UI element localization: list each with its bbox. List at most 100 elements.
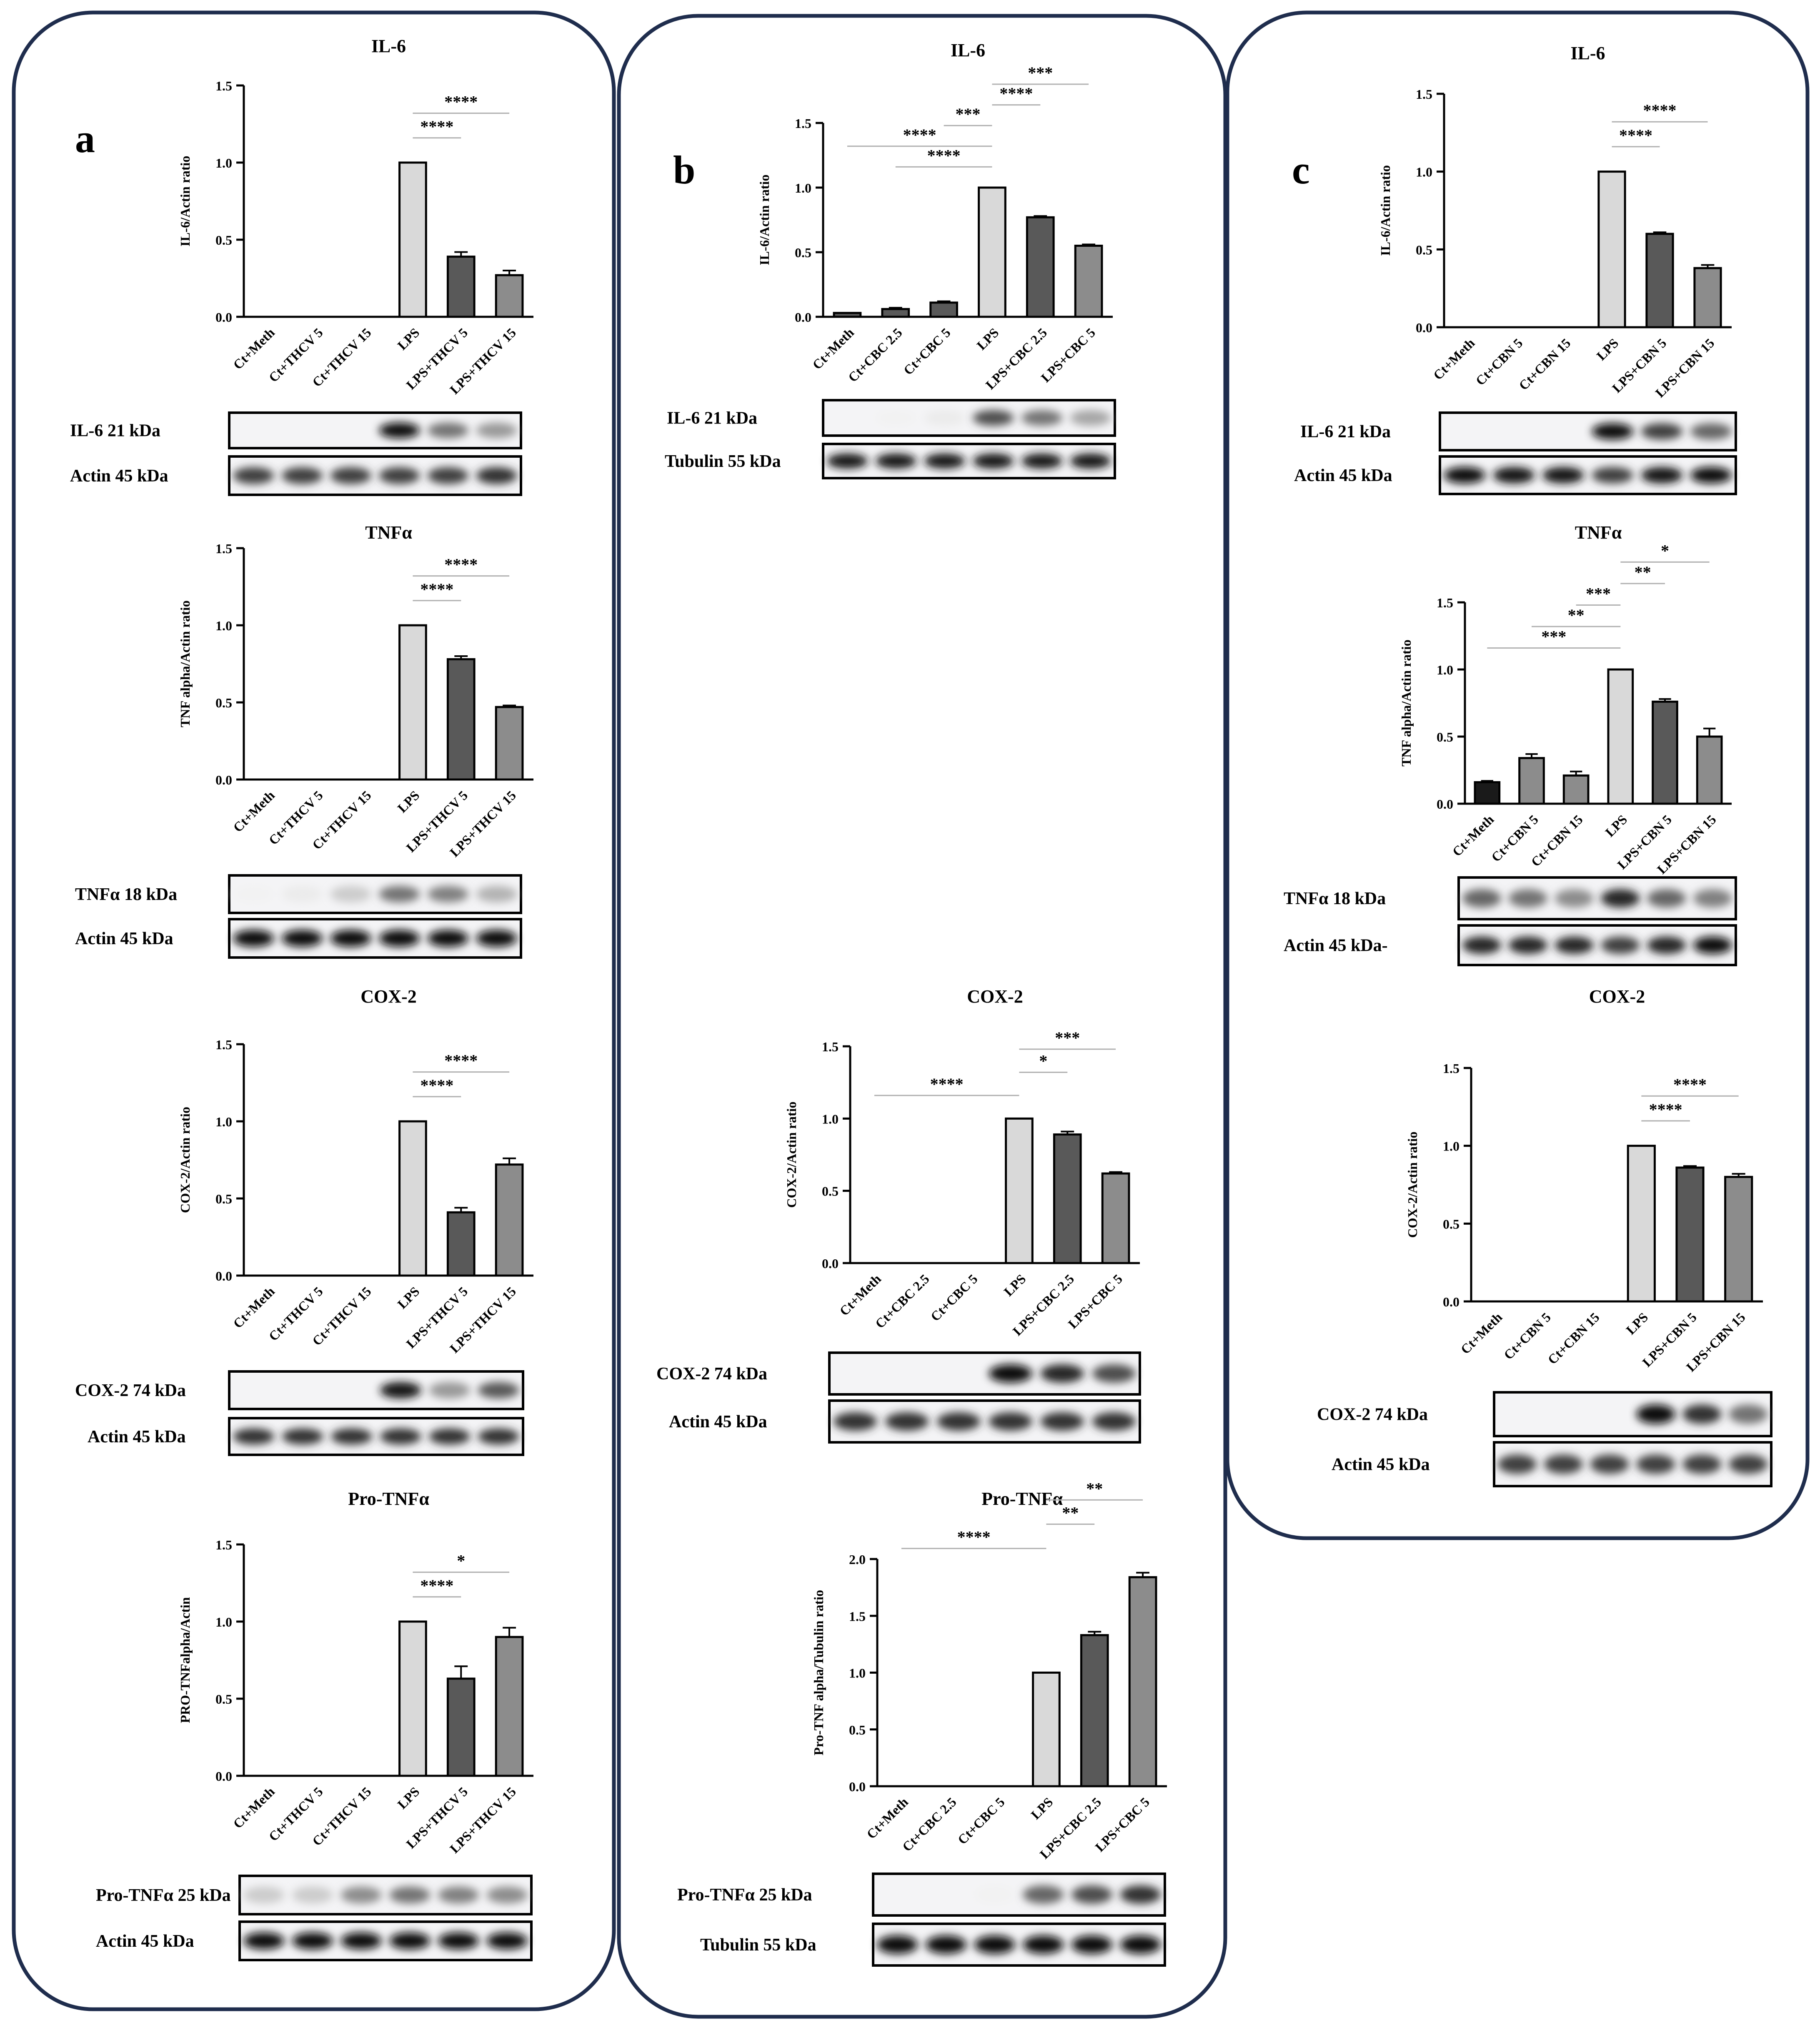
bar bbox=[909, 1262, 936, 1263]
blot-band bbox=[1070, 453, 1111, 469]
blot-label: IL-6 21 kDa bbox=[1300, 422, 1391, 441]
blot-label: COX-2 74 kDa bbox=[656, 1364, 767, 1384]
blot-c_tnf_actin: Actin 45 kDa- bbox=[1284, 924, 1737, 966]
x-tick-label: Ct+CBC 5 bbox=[901, 325, 954, 378]
significance-label: *** bbox=[1028, 63, 1053, 82]
bar bbox=[1696, 735, 1723, 805]
y-tick-label: 0.0 bbox=[822, 1256, 839, 1271]
significance-label: **** bbox=[1643, 101, 1677, 120]
blot-band bbox=[1555, 889, 1594, 907]
significance-label: **** bbox=[444, 1051, 478, 1070]
blot-band bbox=[1693, 936, 1732, 954]
x-tick-label: Ct+Meth bbox=[809, 325, 857, 372]
bar bbox=[1607, 668, 1634, 805]
bar bbox=[446, 658, 476, 781]
y-tick-label: 0.0 bbox=[215, 1268, 232, 1283]
y-axis-label: COX-2/Actin ratio bbox=[784, 1101, 799, 1208]
blot-band bbox=[1641, 423, 1683, 440]
blot-b_pro: Pro-TNFα 25 kDa bbox=[677, 1873, 1166, 1917]
bar bbox=[1627, 1145, 1656, 1303]
blot-label: Actin 45 kDa- bbox=[1284, 936, 1388, 955]
panel-c-frame bbox=[1225, 10, 1810, 1540]
x-tick-label: Ct+Meth bbox=[836, 1271, 884, 1319]
blot-band bbox=[1444, 467, 1485, 484]
bar bbox=[351, 1775, 378, 1776]
blot-band bbox=[974, 1935, 1015, 1954]
blot-c_tnf: TNFα 18 kDa bbox=[1284, 876, 1737, 920]
significance-label: **** bbox=[930, 1075, 964, 1093]
y-tick-label: 1.0 bbox=[1443, 1139, 1460, 1154]
blot-band bbox=[885, 1412, 929, 1431]
bar bbox=[446, 256, 476, 318]
blot-frame bbox=[1439, 411, 1737, 451]
blot-label: TNFα 18 kDa bbox=[1284, 889, 1386, 908]
y-axis-label: Pro-TNF alpha/Tubulin ratio bbox=[811, 1590, 826, 1755]
chart-title: Pro-TNFα bbox=[981, 1489, 1063, 1509]
y-tick-label: 1.5 bbox=[849, 1609, 866, 1624]
chart-c-il6: IL-6 0.0 0.5 1.0 1.5 IL-6/Actin ratio Ct+Meth C… bbox=[1378, 43, 1732, 400]
blot-band bbox=[1690, 467, 1732, 484]
blot-frame bbox=[1457, 876, 1737, 920]
blot-label: Tubulin 55 kDa bbox=[665, 452, 781, 471]
bar bbox=[1128, 1576, 1157, 1787]
blot-band bbox=[1693, 889, 1732, 907]
chart-a-pro-tnf: Pro-TNFα 0.0 0.5 1.0 1.5 PRO-TNFalpha/Actin Ct… bbox=[178, 1489, 533, 1856]
y-tick-label: 0.0 bbox=[849, 1779, 866, 1794]
y-axis-label: PRO-TNFalpha/Actin bbox=[178, 1597, 193, 1723]
blot-band bbox=[1636, 1404, 1675, 1424]
y-tick-label: 0.5 bbox=[1416, 242, 1432, 257]
bar bbox=[351, 316, 378, 317]
y-tick-label: 1.0 bbox=[822, 1111, 839, 1126]
significance-label: **** bbox=[444, 555, 478, 574]
blot-band bbox=[1092, 1364, 1136, 1383]
blot-frame bbox=[238, 1920, 533, 1961]
blots: IL-6 21 kDa Actin 45 kDa TNFα 18 kDa Actin … bbox=[70, 399, 1772, 1967]
y-axis-label: IL-6/Actin ratio bbox=[178, 156, 193, 247]
bar bbox=[398, 161, 427, 318]
x-tick-label: Ct+Meth bbox=[1449, 812, 1497, 859]
blot-frame bbox=[228, 918, 522, 959]
blot-band bbox=[1592, 423, 1633, 440]
blot-b_cox: COX-2 74 kDa bbox=[656, 1351, 1141, 1396]
y-tick-label: 1.5 bbox=[215, 541, 232, 556]
bar bbox=[1053, 1133, 1082, 1264]
y-tick-label: 0.5 bbox=[215, 233, 232, 248]
blot-label: Actin 45 kDa bbox=[70, 466, 168, 486]
blot-band bbox=[1071, 1885, 1112, 1904]
significance-label: ** bbox=[1062, 1503, 1079, 1522]
bar bbox=[303, 1275, 330, 1276]
significance-label: **** bbox=[1619, 126, 1652, 145]
blot-band bbox=[1508, 889, 1547, 907]
significance-label: **** bbox=[420, 1576, 453, 1595]
bar bbox=[936, 1785, 963, 1786]
blot-band bbox=[1729, 1454, 1768, 1474]
bar bbox=[1101, 1172, 1130, 1264]
panel-c-label: c bbox=[1292, 148, 1310, 192]
significance-label: *** bbox=[956, 105, 981, 123]
blot-band bbox=[476, 930, 517, 947]
significance-label: **** bbox=[420, 580, 453, 599]
blot-label: IL-6 21 kDa bbox=[70, 421, 160, 441]
x-tick-label: LPS bbox=[1602, 812, 1630, 840]
blot-band bbox=[478, 1382, 519, 1399]
bar bbox=[984, 1785, 1011, 1786]
y-tick-label: 0.0 bbox=[215, 1769, 232, 1784]
blot-b_il6: IL-6 21 kDa bbox=[667, 399, 1116, 437]
blot-band bbox=[438, 1886, 479, 1904]
blot-band bbox=[429, 1382, 471, 1399]
blot-c_cox_actin: Actin 45 kDa bbox=[1332, 1441, 1772, 1487]
blot-band bbox=[1636, 1454, 1675, 1474]
significance-label: **** bbox=[1673, 1075, 1707, 1094]
blot-band bbox=[876, 453, 916, 469]
blot-band bbox=[989, 1412, 1032, 1431]
chart-title: Pro-TNFα bbox=[348, 1489, 429, 1509]
blot-band bbox=[1023, 1885, 1064, 1904]
bar bbox=[1562, 774, 1590, 805]
bar bbox=[1454, 326, 1482, 327]
blot-frame bbox=[238, 1875, 533, 1915]
blot-band bbox=[1641, 467, 1683, 484]
bar bbox=[1518, 757, 1545, 805]
blot-band bbox=[292, 1932, 333, 1950]
blot-band bbox=[233, 886, 274, 902]
blot-band bbox=[876, 410, 916, 426]
